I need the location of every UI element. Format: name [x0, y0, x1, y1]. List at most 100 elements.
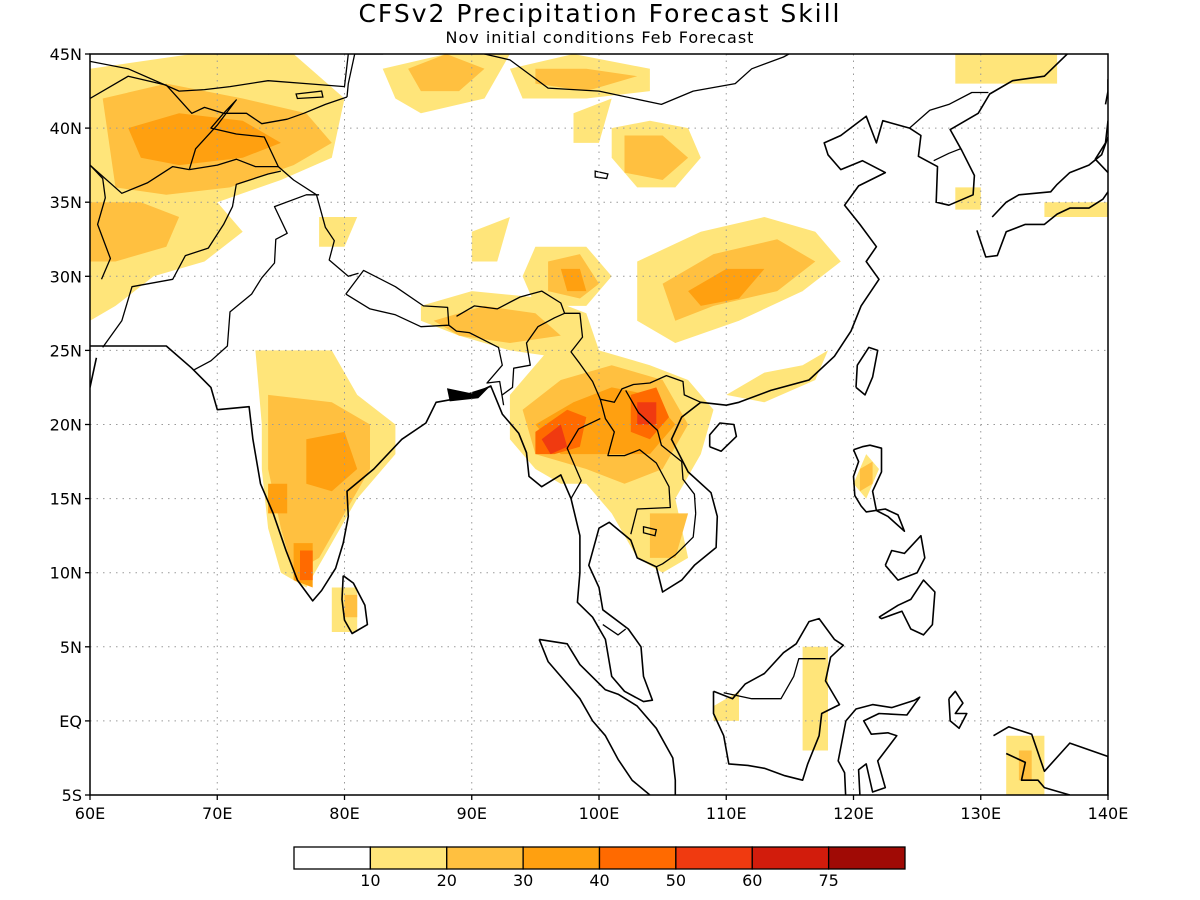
border-bangladesh: [448, 324, 505, 406]
colorbar-swatch: [827, 846, 906, 870]
border-nepal: [345, 269, 450, 328]
coastline-hokkaido: [1104, 79, 1108, 105]
coastline-taiwan: [855, 346, 879, 396]
x-tick-label: 140E: [1088, 804, 1129, 823]
skill-region-sri-lanka-core: [344, 594, 358, 618]
colorbar-swatch: [293, 846, 372, 870]
coastline-hainan: [708, 422, 738, 453]
y-tick-label: EQ: [59, 712, 82, 731]
skill-region-north-china-west: [573, 98, 612, 143]
y-tick-label: 20N: [50, 416, 82, 435]
border-myanmar-china: [564, 312, 702, 403]
coastline-layer: [90, 54, 1108, 795]
border-laos-myanmar-thailand: [599, 399, 671, 535]
y-tick-label: 40N: [50, 119, 82, 138]
x-tick-label: 110E: [706, 804, 747, 823]
skill-region-japan-sea: [955, 187, 981, 210]
x-tick-label: 70E: [202, 804, 232, 823]
lake-balkhash: [268, 54, 273, 55]
border-india-pakistan: [193, 194, 320, 371]
colorbar-level-label: 75: [818, 871, 838, 890]
border-china-north-korea: [909, 91, 989, 129]
coastline-luzon: [852, 444, 906, 533]
skill-region-southeast-china-coast: [726, 350, 828, 403]
latitude-axis: 45N 40N 35N 30N 25N 20N 15N 10N 5N EQ 5S: [50, 45, 90, 805]
border-thai-myanmar: [566, 418, 601, 499]
skill-region-kazakhstan-east-core: [408, 54, 485, 92]
skill-region-india-west-peak: [268, 483, 288, 514]
skill-region-south-china-peak: [688, 268, 765, 306]
x-tick-label: 80E: [329, 804, 359, 823]
coastline-japan-kyushu-honshu: [976, 191, 1108, 258]
colorbar-swatch: [675, 846, 753, 870]
border-pakistan-afghanistan: [102, 170, 282, 348]
skill-region-japan-south: [1044, 202, 1108, 217]
skill-region-tibet-se-peak: [560, 268, 587, 292]
coastline-halmahera: [948, 690, 968, 730]
y-tick-label: 25N: [50, 341, 82, 360]
country-border-layer: [90, 54, 989, 700]
skill-region-luzon-core: [859, 461, 873, 492]
border-turkmenistan: [90, 164, 190, 194]
x-tick-label: 60E: [75, 804, 105, 823]
skill-region-india-peak: [306, 431, 358, 492]
border-laos-vietnam: [625, 390, 697, 514]
skill-region-himalaya-core: [433, 305, 561, 343]
colorbar-level-label: 10: [360, 871, 380, 890]
y-tick-label: 5N: [60, 638, 82, 657]
coastline-borneo: [712, 617, 845, 782]
border-cambodia-vietnam: [656, 513, 697, 568]
skill-region-cambodia-core: [649, 513, 689, 558]
coastline-sulawesi: [837, 696, 921, 795]
y-tick-label: 45N: [50, 45, 82, 64]
border-uzbekistan: [90, 75, 237, 170]
coastline-new-guinea: [993, 725, 1108, 795]
border-kazakhstan-south: [90, 54, 349, 92]
y-tick-label: 15N: [50, 490, 82, 509]
longitude-axis: 60E 70E 80E 90E 100E 110E 120E 130E 140E: [75, 795, 1129, 823]
colorbar-level-label: 50: [666, 871, 686, 890]
y-tick-label: 35N: [50, 193, 82, 212]
border-china-india-west: [277, 166, 359, 277]
skill-region-laos-hot: [637, 402, 657, 425]
colorbar-swatch: [598, 846, 677, 870]
coastline-japan-sea-coast: [991, 136, 1108, 218]
skill-region-mongolia-east-core: [535, 68, 638, 92]
colorbar-swatch: [751, 846, 830, 870]
coastline-sumatra: [539, 638, 677, 795]
lake-issyk-kul: [295, 90, 324, 100]
colorbar-swatch: [522, 846, 601, 870]
skill-shading-layer: [90, 54, 1108, 795]
map-subtitle: Nov initial conditions Feb Forecast: [445, 28, 755, 47]
coastline-india-peninsula: [90, 54, 1069, 703]
x-tick-label: 90E: [457, 804, 487, 823]
colorbar-level-label: 30: [513, 871, 533, 890]
y-tick-label: 5S: [62, 786, 82, 805]
colorbar-level-label: 60: [742, 871, 762, 890]
border-kyrgyz-tajik: [189, 96, 348, 171]
border-china-kazakhstan: [346, 54, 356, 98]
skill-region-iran-core: [90, 202, 180, 262]
colorbar-swatch: [446, 846, 524, 870]
coastline-sri-lanka: [341, 575, 369, 635]
y-tick-label: 30N: [50, 267, 82, 286]
colorbar-swatch: [369, 846, 448, 870]
x-tick-label: 120E: [833, 804, 874, 823]
skill-region-borneo-east: [802, 646, 828, 751]
coastline-mindanao: [878, 579, 936, 636]
lake-tonle-sap: [642, 525, 658, 537]
coastline-japan-honshu-north: [1094, 120, 1108, 174]
skill-region-north-china-core: [624, 135, 689, 180]
colorbar-level-label: 20: [437, 871, 457, 890]
coastline-new-guinea-south: [1005, 752, 1071, 795]
coastline-arabia-edge: [90, 357, 98, 388]
map-title: CFSv2 Precipitation Forecast Skill: [358, 0, 842, 28]
border-china-mongolia: [354, 54, 791, 106]
border-korea-dmz: [933, 148, 961, 162]
y-tick-label: 10N: [50, 564, 82, 583]
skill-region-tibet-1: [319, 217, 358, 247]
skill-region-india-south-hot: [300, 550, 313, 581]
colorbar-level-label: 40: [589, 871, 609, 890]
colorbar: 10 20 30 40 50 60 75: [293, 846, 906, 890]
